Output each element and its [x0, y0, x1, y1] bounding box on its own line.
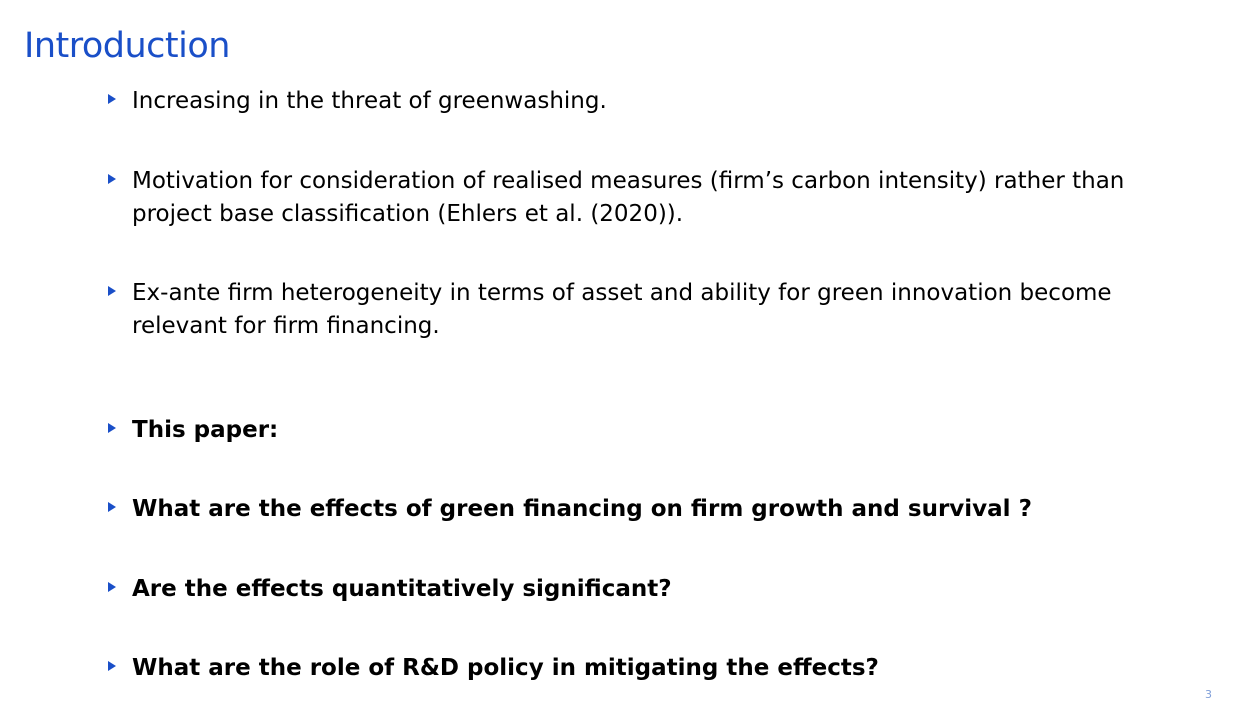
bullet-item: Increasing in the threat of greenwashing… [108, 85, 1168, 118]
triangle-bullet-icon [108, 502, 116, 512]
bullet-item: What are the effects of green financing … [108, 493, 1168, 526]
bullet-item: This paper: [108, 414, 1168, 447]
bullet-text: What are the effects of green financing … [132, 496, 1032, 522]
bullet-text: What are the role of R&D policy in mitig… [132, 655, 879, 681]
page-number: 3 [1205, 688, 1212, 701]
triangle-bullet-icon [108, 94, 116, 104]
triangle-bullet-icon [108, 423, 116, 433]
bullet-text: Are the effects quantitatively significa… [132, 576, 672, 602]
bullet-item: Are the effects quantitatively significa… [108, 573, 1168, 606]
triangle-bullet-icon [108, 582, 116, 592]
bullet-text: This paper: [132, 417, 279, 443]
triangle-bullet-icon [108, 174, 116, 184]
bullet-text: Increasing in the threat of greenwashing… [132, 88, 607, 114]
triangle-bullet-icon [108, 286, 116, 296]
bullet-item: Ex-ante firm heterogeneity in terms of a… [108, 277, 1168, 343]
slide-title: Introduction [24, 26, 230, 66]
bullet-item: Motivation for consideration of realised… [108, 165, 1168, 231]
bullet-item: What are the role of R&D policy in mitig… [108, 652, 1168, 685]
triangle-bullet-icon [108, 661, 116, 671]
bullet-text: Ex-ante firm heterogeneity in terms of a… [132, 280, 1112, 339]
bullet-text: Motivation for consideration of realised… [132, 168, 1125, 227]
